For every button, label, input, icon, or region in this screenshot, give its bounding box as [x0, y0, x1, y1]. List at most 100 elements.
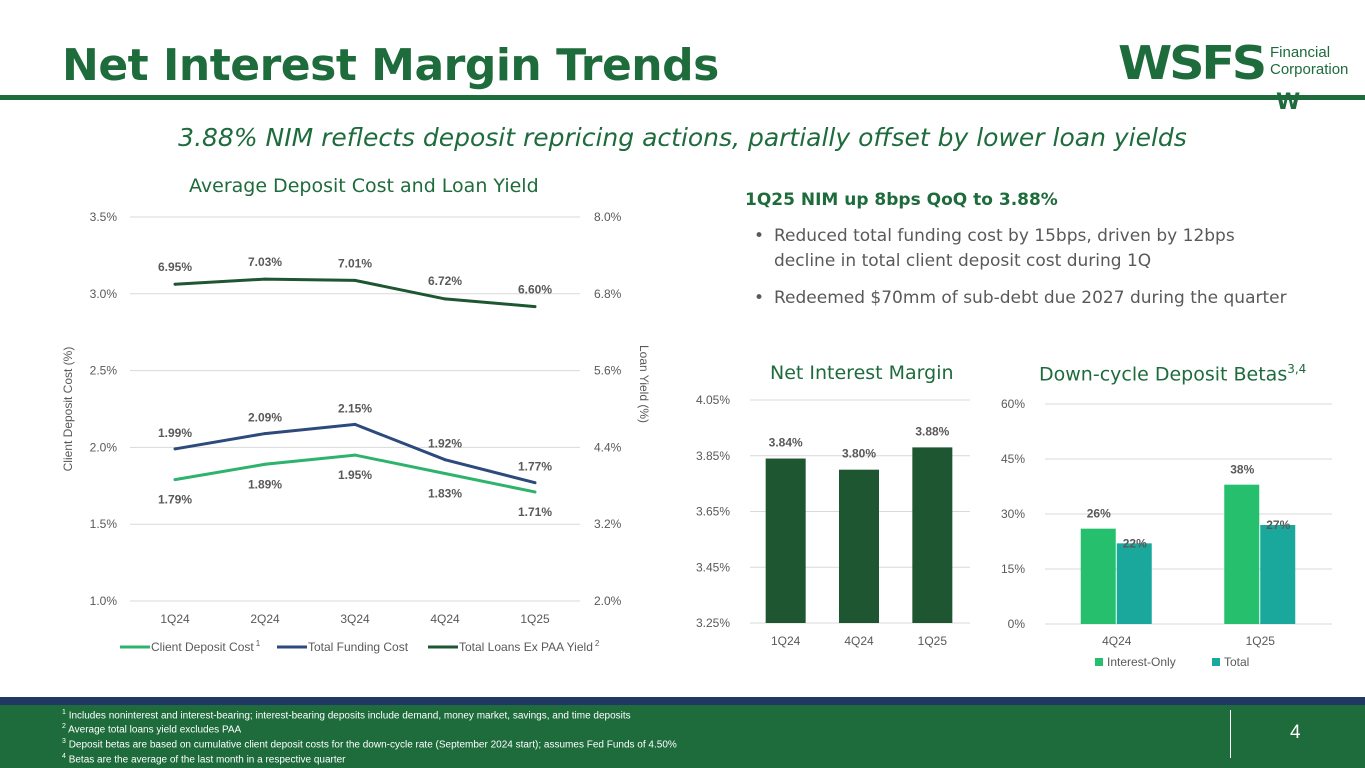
beta-chart-title-sup: 3,4 — [1287, 362, 1307, 376]
logo-wordmark: WSFS — [1118, 36, 1267, 90]
y2-tick-label: 2.0% — [594, 594, 622, 608]
nim-bar — [912, 447, 953, 623]
series-point — [443, 458, 447, 462]
x-tick-label: 4Q24 — [430, 612, 460, 626]
footnote-4-sup: 4 — [62, 753, 66, 760]
y-tick-label: 1.0% — [90, 594, 118, 608]
legend-label: Total Loans Ex PAA Yield — [459, 640, 593, 654]
x-tick-label: 1Q25 — [918, 634, 948, 648]
y2-tick-label: 5.6% — [594, 364, 622, 378]
legend-label: Client Deposit Cost — [151, 640, 254, 654]
beta-bar-0 — [1224, 484, 1260, 624]
y2-tick-label: 6.8% — [594, 287, 622, 301]
footnote-3-sup: 3 — [62, 738, 66, 745]
y-tick-label: 3.45% — [696, 560, 730, 574]
nim-chart-title: Net Interest Margin — [770, 362, 954, 384]
footer — [0, 705, 1365, 768]
data-label: 1.77% — [518, 460, 552, 474]
logo-w-mark: W — [1276, 90, 1301, 115]
highlights-title: 1Q25 NIM up 8bps QoQ to 3.88% — [745, 190, 1058, 210]
series-point — [173, 447, 177, 451]
series-point — [533, 305, 537, 309]
beta-chart: 0% 15% 30% 45% 60% 26% 22% 4Q24 38% 27% 1Q25 Intere… — [1001, 397, 1332, 669]
y2-tick-label: 4.4% — [594, 440, 622, 454]
data-label: 1.92% — [428, 437, 462, 451]
y-axis-label: Client Deposit Cost (%) — [61, 347, 75, 472]
data-label: 1.83% — [428, 487, 462, 501]
y2-tick-label: 8.0% — [594, 210, 622, 224]
data-label: 3.84% — [769, 436, 803, 450]
legend-swatch — [1212, 658, 1220, 666]
data-label: 26% — [1087, 507, 1111, 521]
footnote-1-sup: 1 — [62, 709, 66, 716]
series-point — [263, 432, 267, 436]
data-label: 7.03% — [248, 255, 282, 269]
y2-axis-label: Loan Yield (%) — [637, 345, 651, 423]
beta-bar-1 — [1260, 525, 1296, 624]
logo-line2: Corporation — [1270, 61, 1349, 78]
legend-swatch — [1095, 658, 1103, 666]
nim-bar — [839, 469, 879, 623]
y-tick-label: 1.5% — [90, 517, 118, 531]
slide-subtitle: 3.88% NIM reflects deposit repricing act… — [178, 123, 1187, 152]
beta-chart-title: Down-cycle Deposit Betas3,4 — [1039, 362, 1306, 385]
data-label: 22% — [1123, 536, 1147, 550]
x-tick-label: 4Q24 — [844, 634, 874, 648]
line-chart-title: Average Deposit Cost and Loan Yield — [189, 175, 539, 197]
legend-label: Interest-Only — [1107, 655, 1176, 669]
x-tick-label: 3Q24 — [340, 612, 370, 626]
page-title: Net Interest Margin Trends — [62, 40, 719, 91]
nim-bar — [765, 458, 806, 623]
page-number: 4 — [1290, 722, 1301, 743]
series-point — [353, 453, 357, 457]
data-label: 7.01% — [338, 256, 372, 270]
data-label: 3.80% — [842, 447, 876, 461]
data-label: 38% — [1230, 463, 1254, 477]
data-label: 6.72% — [428, 274, 462, 288]
footnote-2: 2 Average total loans yield excludes PAA — [62, 723, 241, 735]
data-label: 1.95% — [338, 468, 372, 482]
y-tick-label: 0% — [1008, 617, 1026, 631]
data-label: 3.88% — [915, 424, 949, 438]
series-point — [533, 481, 537, 485]
nim-chart: 3.25% 3.45% 3.65% 3.85% 4.05% 3.84% 1Q24 3.80% 4… — [696, 393, 970, 648]
y-tick-label: 3.5% — [90, 210, 118, 224]
logo-subtitle: Financial Corporation — [1270, 44, 1348, 78]
series-point — [443, 472, 447, 476]
y-tick-label: 3.85% — [696, 449, 730, 463]
series-point — [533, 490, 537, 494]
y-tick-label: 4.05% — [696, 393, 730, 407]
footnote-1-text: Includes noninterest and interest-bearin… — [68, 710, 631, 722]
line-chart: 1.0% 1.5% 2.0% 2.5% 3.0% 3.5% 2.0% 3.2% 4.4% 5.6%… — [61, 210, 651, 654]
series-point — [353, 278, 357, 282]
footnote-2-sup: 2 — [62, 723, 66, 730]
legend-sup: 1 — [256, 639, 261, 648]
y2-tick-label: 3.2% — [594, 517, 622, 531]
footnote-3: 3 Deposit betas are based on cumulative … — [62, 738, 677, 750]
series-point — [263, 277, 267, 281]
y-tick-label: 60% — [1001, 397, 1025, 411]
data-label: 27% — [1266, 518, 1290, 532]
x-tick-label: 1Q24 — [160, 612, 190, 626]
x-tick-label: 1Q24 — [771, 634, 801, 648]
data-label: 2.15% — [338, 401, 372, 415]
x-tick-label: 4Q24 — [1102, 634, 1132, 648]
data-label: 6.60% — [518, 283, 552, 297]
y-tick-label: 3.25% — [696, 616, 730, 630]
y-tick-label: 3.65% — [696, 505, 730, 519]
series-point — [263, 462, 267, 466]
y-tick-label: 2.5% — [90, 364, 118, 378]
highlight-bullet-1: Reduced total funding cost by 15bps, dri… — [754, 224, 1294, 274]
y-tick-label: 45% — [1001, 452, 1025, 466]
x-tick-label: 2Q24 — [250, 612, 280, 626]
legend-label: Total Funding Cost — [308, 640, 409, 654]
footer-stripe — [0, 697, 1365, 705]
footnote-4: 4 Betas are the average of the last mont… — [62, 753, 346, 765]
title-rule — [0, 95, 1365, 100]
x-tick-label: 1Q25 — [1246, 634, 1276, 648]
series-line-2 — [174, 277, 536, 309]
data-label: 2.09% — [248, 411, 282, 425]
footnote-3-text: Deposit betas are based on cumulative cl… — [68, 739, 677, 751]
footnote-2-text: Average total loans yield excludes PAA — [68, 724, 242, 736]
data-label: 1.79% — [158, 493, 192, 507]
